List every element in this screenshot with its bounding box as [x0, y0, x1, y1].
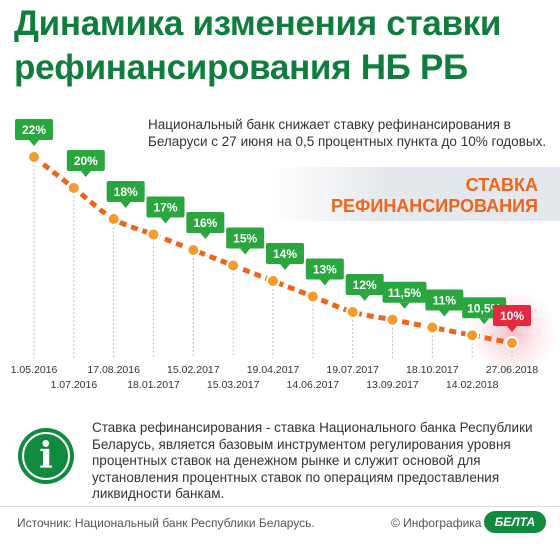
source-note: Источник: Национальный банк Республики Б… — [17, 516, 315, 530]
data-point — [505, 336, 519, 350]
x-tick-label: 19.04.2017 — [247, 364, 300, 376]
data-label-box — [106, 181, 145, 202]
data-label: 16% — [193, 216, 217, 230]
data-label: 10% — [500, 309, 524, 323]
x-tick-label: 1.07.2016 — [50, 379, 97, 391]
data-label: 10,5% — [467, 301, 501, 315]
x-tick-label: 15.03.2017 — [207, 379, 260, 391]
data-label: 13% — [313, 263, 337, 277]
data-label: 18% — [114, 185, 138, 199]
belta-logo: БЕЛТА — [484, 511, 546, 533]
data-label-box — [425, 289, 464, 311]
x-tick-label: 17.08.2016 — [87, 364, 140, 376]
data-point — [66, 181, 81, 195]
data-label-box — [66, 150, 105, 171]
data-label-pointer — [80, 171, 91, 177]
data-label-box — [493, 305, 531, 326]
data-label: 22% — [22, 123, 46, 137]
banner-label: СТАВКА РЕФИНАНСИРОВАНИЯ — [331, 175, 538, 216]
data-point — [305, 289, 320, 304]
data-point — [465, 328, 480, 343]
data-label-pointer — [319, 279, 330, 286]
x-tick-label: 14.06.2017 — [287, 379, 340, 391]
x-tick-label: 14.02.2018 — [446, 379, 499, 391]
data-label-pointer — [240, 248, 251, 255]
data-label: 12% — [353, 278, 377, 292]
x-tick-label: 15.02.2017 — [167, 364, 220, 376]
x-tick-label: 18.01.2017 — [127, 379, 180, 391]
footer-divider — [0, 506, 560, 507]
data-point — [27, 150, 41, 164]
data-label-pointer — [507, 326, 517, 332]
info-icon-ring — [22, 432, 70, 480]
data-point — [425, 320, 440, 335]
data-point — [106, 212, 121, 226]
x-tick-label: 1.05.2016 — [11, 364, 58, 376]
data-label-pointer — [439, 310, 450, 317]
data-label-pointer — [29, 140, 39, 146]
x-tick-label: 13.09.2017 — [366, 379, 419, 391]
data-point — [385, 312, 400, 327]
data-label-pointer — [160, 217, 171, 224]
data-label-pointer — [399, 302, 410, 309]
data-label-box — [15, 119, 53, 140]
data-point — [146, 227, 161, 242]
data-label: 15% — [233, 232, 257, 246]
data-point — [186, 243, 201, 257]
x-tick-label: 27.06.2018 — [486, 364, 539, 376]
data-point — [266, 274, 280, 288]
data-label-pointer — [479, 318, 490, 325]
info-icon-glyph: i — [39, 435, 53, 477]
data-label: 11,5% — [388, 286, 422, 300]
data-label-pointer — [120, 202, 131, 208]
data-label-box — [146, 196, 185, 218]
info-text: Ставка рефинансирования - ставка Национа… — [92, 420, 533, 501]
x-tick-label: 19.07.2017 — [326, 364, 379, 376]
data-label-box — [382, 281, 427, 303]
rate-chart: 22% 20% 18% 17% 16% 15% 14% 13% 12% 11,5% 11% 10,5%… — [11, 119, 558, 391]
data-label-pointer — [280, 264, 290, 270]
banner-background — [270, 167, 560, 221]
data-label: 17% — [153, 201, 177, 215]
data-label-pointer — [359, 295, 370, 301]
data-label-box — [345, 274, 384, 295]
data-label: 11% — [433, 294, 457, 308]
data-label-box — [186, 212, 225, 233]
info-icon: i — [18, 428, 74, 484]
data-label-pointer — [200, 233, 211, 239]
data-label: 20% — [74, 154, 98, 168]
subtitle: Национальный банк снижает ставку рефинан… — [148, 117, 547, 149]
credit-note: © Инфографика — [391, 516, 482, 530]
data-label-box — [305, 258, 344, 280]
x-tick-label: 18.10.2017 — [406, 364, 459, 376]
page-title: Динамика изменения ставки рефинансирован… — [14, 4, 502, 87]
data-label-box — [226, 227, 265, 249]
data-point — [345, 305, 360, 319]
data-label-box — [266, 243, 304, 264]
data-point — [226, 258, 241, 273]
data-label: 14% — [273, 247, 297, 261]
